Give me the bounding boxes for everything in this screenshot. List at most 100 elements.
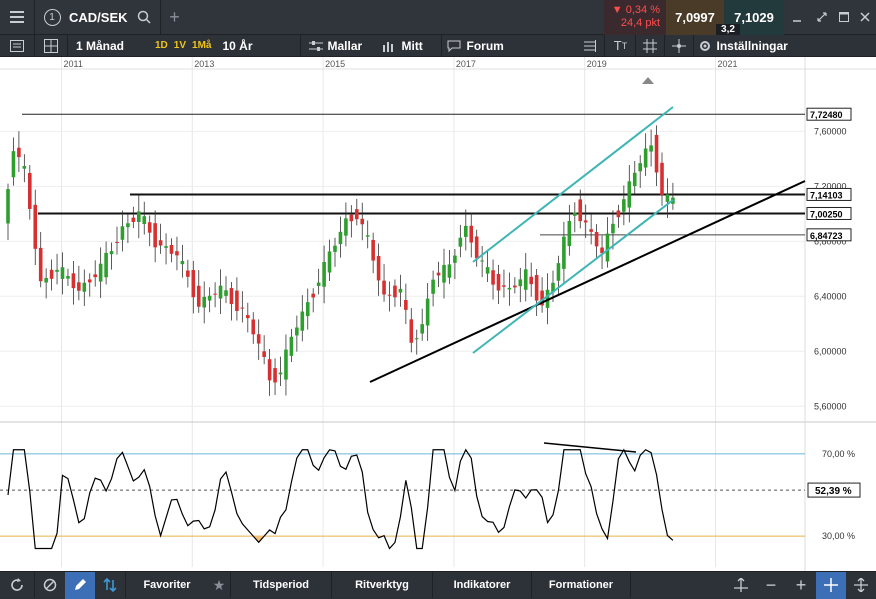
candle-up xyxy=(22,166,27,169)
forum-button[interactable]: Forum xyxy=(466,38,504,53)
candle-down xyxy=(491,270,495,285)
close-icon[interactable] xyxy=(854,0,876,35)
candle-down xyxy=(229,288,234,305)
minimize-icon[interactable] xyxy=(784,0,810,35)
candle-down xyxy=(382,280,386,295)
formations-button[interactable]: Formationer xyxy=(548,579,614,591)
candle-down xyxy=(115,241,119,243)
search-icon[interactable] xyxy=(132,0,156,35)
expand-icon[interactable] xyxy=(810,0,834,35)
candle-down xyxy=(529,276,533,285)
pill-1d[interactable]: 1D xyxy=(155,40,168,51)
candle-down xyxy=(583,220,588,223)
draw-tools-button[interactable]: Ritverktyg xyxy=(355,579,409,591)
swap-icon[interactable] xyxy=(95,572,125,599)
window-number-badge: 1 xyxy=(41,0,63,35)
range-selector[interactable]: 10 År xyxy=(222,38,253,53)
mine-button[interactable]: Mitt xyxy=(401,38,423,53)
pill-1v[interactable]: 1V xyxy=(173,40,187,51)
trendline[interactable] xyxy=(369,180,806,383)
oscillator-marker-box xyxy=(807,482,861,498)
candle-down xyxy=(409,319,414,343)
candle-up xyxy=(414,338,419,340)
pan-icon[interactable] xyxy=(846,572,876,599)
zoom-in-icon[interactable]: + xyxy=(795,574,807,595)
candle-up xyxy=(6,189,10,224)
candle-up xyxy=(425,298,430,326)
period-button[interactable]: Tidsperiod xyxy=(252,579,310,591)
x-tick-label: 2019 xyxy=(587,59,607,69)
indicator-list-icon[interactable] xyxy=(576,35,604,57)
candle-up xyxy=(567,220,572,247)
crosshair-tool-icon[interactable] xyxy=(665,35,693,57)
fit-icon[interactable] xyxy=(726,572,756,599)
candle-down xyxy=(186,270,190,277)
templates-button[interactable]: Mallar xyxy=(327,38,363,53)
crosshair-icon[interactable] xyxy=(816,571,846,599)
star-icon[interactable]: ★ xyxy=(212,576,226,593)
channel-upper-line[interactable] xyxy=(472,106,674,263)
candle-down xyxy=(71,273,76,289)
grid-icon[interactable] xyxy=(636,35,664,57)
price-marker-box xyxy=(806,187,852,201)
forum-icon xyxy=(442,35,466,57)
oscillator-line xyxy=(7,448,674,550)
x-tick-label: 2021 xyxy=(718,59,738,69)
price-chart[interactable]: 2011 2013 2015 2017 2019 2021 7,60000 7,20000 6… xyxy=(0,57,876,571)
candle-up xyxy=(98,263,103,282)
menu-icon[interactable] xyxy=(0,0,34,35)
indicators-button[interactable]: Indikatorer xyxy=(453,579,511,591)
chart-area[interactable]: 2011 2013 2015 2017 2019 2021 7,60000 7,20000 6… xyxy=(0,57,876,571)
channel-lower-line[interactable] xyxy=(472,199,674,354)
refresh-icon[interactable] xyxy=(0,572,34,599)
candle-down xyxy=(469,225,474,243)
price-marker-label: 7,14103 xyxy=(810,190,843,200)
price-marker-box xyxy=(806,107,852,121)
divergence-line[interactable] xyxy=(543,442,637,453)
candle-up xyxy=(109,251,114,255)
candle-up xyxy=(289,336,294,356)
candle-up xyxy=(322,261,326,287)
candle-up xyxy=(485,267,490,274)
candle-up xyxy=(551,282,555,293)
layout-icon[interactable] xyxy=(35,35,67,57)
settings-button[interactable]: Inställningar xyxy=(716,38,788,53)
candle-down xyxy=(594,232,599,247)
instrument-symbol[interactable]: CAD/SEK xyxy=(69,9,128,25)
pill-1m[interactable]: 1Må xyxy=(192,40,212,51)
candle-down xyxy=(355,209,359,220)
candle-up xyxy=(344,218,348,236)
price-tick-label: 7,60000 xyxy=(814,126,847,136)
x-tick-label: 2015 xyxy=(325,59,345,69)
candle-up xyxy=(480,260,484,262)
candle-down xyxy=(38,247,43,282)
candle-up xyxy=(523,269,528,290)
candle-down xyxy=(158,240,163,246)
oscillator-oversold-fill xyxy=(236,536,276,543)
candle-up xyxy=(120,226,125,240)
candle-down xyxy=(589,229,593,232)
interval-selector[interactable]: 1 Månad xyxy=(76,38,125,53)
candle-up xyxy=(611,223,615,234)
popout-icon[interactable] xyxy=(834,0,854,35)
zoom-out-icon[interactable]: − xyxy=(765,574,777,595)
candle-up xyxy=(622,199,626,212)
price-tick-label: 5,60000 xyxy=(814,401,847,411)
list-icon[interactable] xyxy=(0,35,34,57)
candle-down xyxy=(616,210,621,218)
candle-down xyxy=(169,244,174,254)
disable-icon[interactable] xyxy=(35,572,65,599)
candle-down xyxy=(654,134,659,173)
candle-up xyxy=(300,311,305,331)
candle-down xyxy=(33,204,38,249)
scroll-marker-icon[interactable] xyxy=(642,77,654,84)
pencil-icon[interactable] xyxy=(65,571,95,599)
candle-down xyxy=(393,285,397,298)
candle-down xyxy=(240,307,245,309)
candle-down xyxy=(540,290,544,306)
favorites-button[interactable]: Favoriter xyxy=(143,579,191,591)
bid-price[interactable]: 7,0997 xyxy=(666,0,724,35)
candle-up xyxy=(458,237,463,247)
add-tab-icon[interactable]: + xyxy=(169,6,180,27)
